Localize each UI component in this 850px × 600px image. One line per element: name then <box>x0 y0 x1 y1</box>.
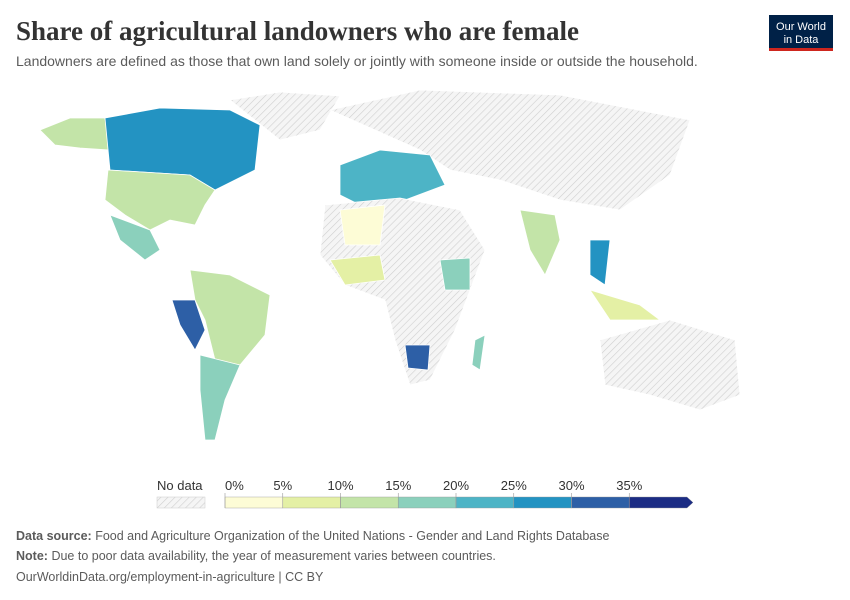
legend-bin <box>282 496 341 509</box>
legend-bin <box>629 496 694 509</box>
legend-tick-label: 15% <box>385 478 411 493</box>
subtitle: Landowners are defined as those that own… <box>16 53 698 69</box>
legend: No data 0% 5% 10% 15% 20% 25% 30% 35% <box>156 478 694 509</box>
note-label: Note: <box>16 549 48 563</box>
source-label: Data source: <box>16 529 92 543</box>
legend-bin <box>455 496 514 509</box>
source-text: Food and Agriculture Organization of the… <box>95 529 609 543</box>
legend-tick-label: 5% <box>273 478 292 493</box>
legend-bin <box>398 496 457 509</box>
source: Data source: Food and Agriculture Organi… <box>16 529 609 543</box>
note: Note: Due to poor data availability, the… <box>16 549 496 563</box>
map <box>39 89 741 441</box>
legend-tick-label: 20% <box>443 478 469 493</box>
legend-bin <box>571 496 630 509</box>
legend-tick-label: 35% <box>616 478 642 493</box>
no-data-label: No data <box>157 478 203 493</box>
logo-text: Our World <box>776 21 826 33</box>
legend-tick-label: 10% <box>327 478 353 493</box>
title: Share of agricultural landowners who are… <box>16 16 579 46</box>
legend-tick-label: 25% <box>501 478 527 493</box>
logo-text: in Data <box>784 34 820 46</box>
legend-bin <box>224 496 283 509</box>
logo: Our World in Data <box>769 15 833 51</box>
legend-bin <box>340 496 399 509</box>
legend-tick-label: 0% <box>225 478 244 493</box>
legend-tick-label: 30% <box>558 478 584 493</box>
legend-bin <box>513 496 572 509</box>
note-text: Due to poor data availability, the year … <box>51 549 495 563</box>
url: OurWorldinData.org/employment-in-agricul… <box>16 570 324 584</box>
no-data-swatch <box>156 496 206 509</box>
